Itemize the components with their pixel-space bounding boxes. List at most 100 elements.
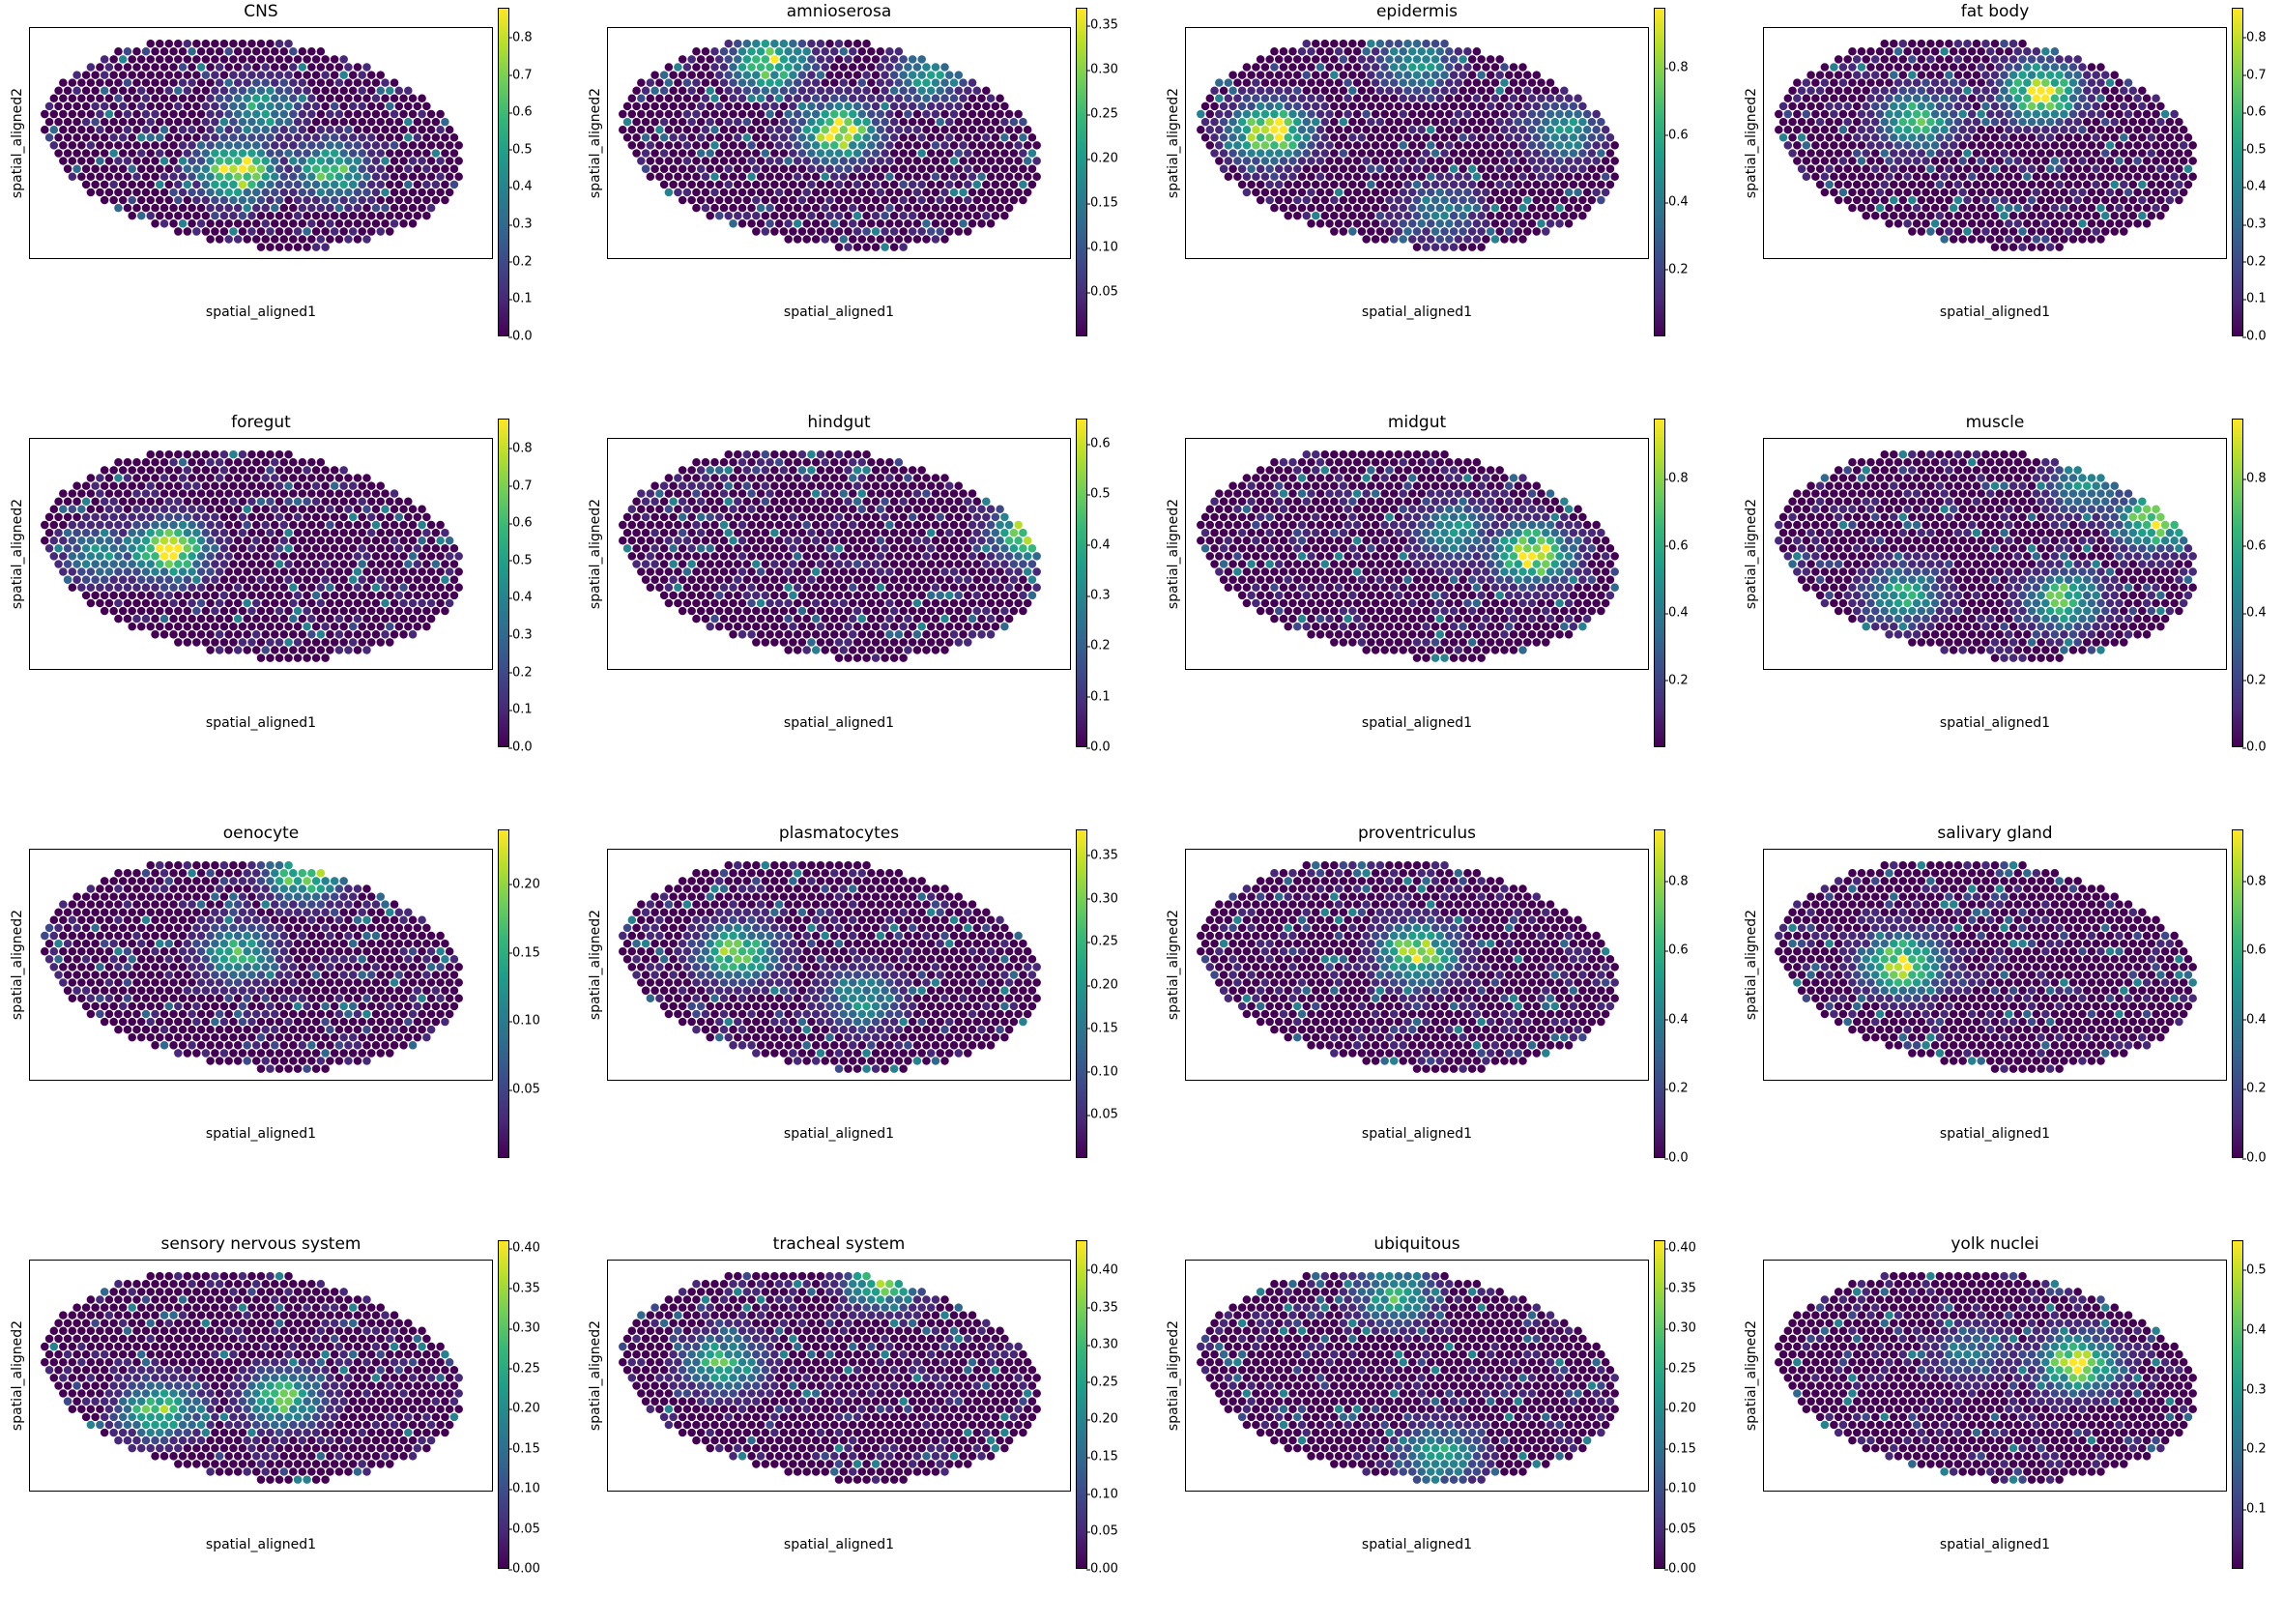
data-point bbox=[151, 95, 159, 103]
data-point bbox=[867, 63, 876, 72]
data-point bbox=[326, 78, 334, 87]
data-point bbox=[2133, 157, 2142, 165]
data-point bbox=[2069, 188, 2078, 197]
data-point bbox=[372, 567, 381, 576]
data-point bbox=[188, 567, 196, 576]
data-point bbox=[2133, 110, 2142, 119]
data-point bbox=[904, 219, 912, 228]
data-point bbox=[844, 181, 853, 189]
data-point bbox=[1862, 181, 1870, 189]
data-point bbox=[307, 141, 316, 150]
data-point bbox=[409, 583, 418, 592]
data-point bbox=[151, 63, 159, 72]
data-point bbox=[197, 157, 206, 165]
data-point bbox=[266, 71, 275, 79]
data-point bbox=[321, 466, 330, 475]
data-point bbox=[1390, 110, 1399, 119]
data-point bbox=[932, 157, 940, 165]
data-point bbox=[1542, 227, 1550, 236]
data-point bbox=[247, 607, 256, 616]
data-point bbox=[835, 40, 844, 48]
data-point bbox=[160, 47, 169, 56]
data-point bbox=[1803, 95, 1811, 103]
data-point bbox=[1954, 196, 1963, 205]
data-point bbox=[650, 481, 659, 490]
data-point bbox=[784, 489, 793, 498]
data-point bbox=[146, 450, 155, 459]
data-point bbox=[224, 188, 233, 197]
data-point bbox=[1532, 71, 1541, 79]
data-point bbox=[720, 172, 729, 181]
data-point bbox=[858, 47, 867, 56]
data-point bbox=[1835, 55, 1843, 64]
data-point bbox=[724, 450, 733, 459]
data-point bbox=[922, 157, 931, 165]
data-point bbox=[381, 536, 390, 545]
data-point bbox=[179, 172, 188, 181]
data-point bbox=[1908, 149, 1917, 158]
data-point bbox=[770, 481, 779, 490]
data-point bbox=[414, 164, 422, 173]
data-point bbox=[399, 615, 408, 624]
data-point bbox=[904, 235, 912, 244]
data-point bbox=[738, 172, 747, 181]
data-point bbox=[317, 536, 326, 545]
data-point bbox=[706, 181, 714, 189]
data-point bbox=[1936, 133, 1945, 142]
data-point bbox=[119, 466, 128, 475]
data-point bbox=[404, 181, 413, 189]
data-point bbox=[294, 544, 303, 553]
data-point bbox=[1862, 212, 1870, 220]
data-point bbox=[96, 599, 104, 608]
data-point bbox=[2000, 243, 2008, 251]
data-point bbox=[2060, 157, 2068, 165]
data-point bbox=[2115, 219, 2124, 228]
data-point bbox=[1284, 212, 1292, 220]
data-point bbox=[2120, 181, 2128, 189]
data-point bbox=[858, 95, 867, 103]
data-point bbox=[289, 63, 298, 72]
data-point bbox=[794, 78, 802, 87]
data-point bbox=[862, 149, 871, 158]
data-point bbox=[376, 164, 385, 173]
data-point bbox=[1890, 196, 1898, 205]
data-point bbox=[679, 466, 687, 475]
data-point bbox=[317, 615, 326, 624]
data-point bbox=[715, 164, 724, 173]
data-point bbox=[1830, 126, 1838, 134]
data-point bbox=[909, 118, 917, 127]
data-point bbox=[114, 489, 123, 498]
data-point bbox=[757, 47, 766, 56]
data-point bbox=[409, 615, 418, 624]
data-point bbox=[1487, 118, 1495, 127]
data-point bbox=[184, 71, 192, 79]
data-point bbox=[202, 86, 211, 95]
data-point bbox=[853, 40, 862, 48]
data-point bbox=[124, 204, 132, 213]
data-point bbox=[1005, 126, 1014, 134]
data-point bbox=[1335, 188, 1344, 197]
data-point bbox=[247, 544, 256, 553]
data-point bbox=[1473, 126, 1482, 134]
data-point bbox=[1963, 164, 1972, 173]
data-point bbox=[82, 181, 91, 189]
data-point bbox=[441, 149, 449, 158]
data-point bbox=[1390, 172, 1399, 181]
data-point bbox=[1316, 204, 1325, 213]
data-point bbox=[381, 552, 390, 561]
data-point bbox=[1505, 149, 1514, 158]
data-point bbox=[715, 86, 724, 95]
data-point bbox=[2184, 149, 2193, 158]
data-point bbox=[64, 102, 72, 111]
data-point bbox=[853, 196, 862, 205]
data-point bbox=[1931, 126, 1940, 134]
data-point bbox=[128, 149, 136, 158]
data-point bbox=[137, 497, 146, 506]
data-point bbox=[1417, 235, 1426, 244]
data-point bbox=[1459, 55, 1467, 64]
data-point bbox=[1936, 149, 1945, 158]
data-point bbox=[780, 149, 789, 158]
data-point bbox=[1546, 157, 1555, 165]
data-point bbox=[2037, 118, 2045, 127]
